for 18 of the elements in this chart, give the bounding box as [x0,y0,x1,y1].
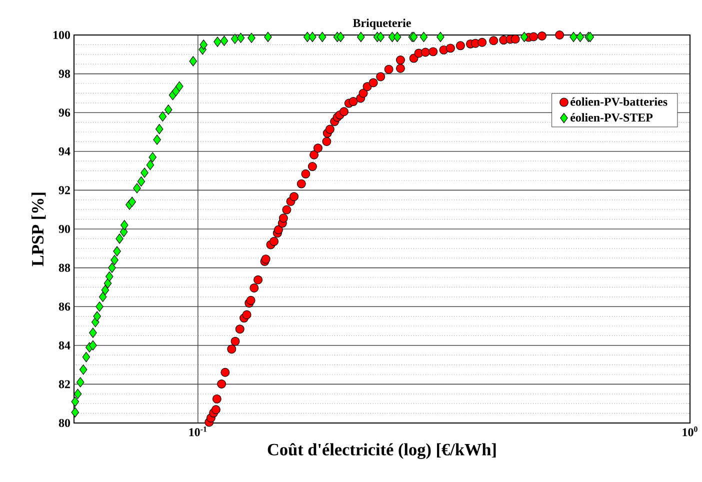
y-tick-label: 88 [58,264,70,272]
y-tick-label: 90 [58,224,70,234]
y-tick-label: 94 [58,147,70,156]
y-tick-label: 92 [58,186,70,194]
legend-label: éolien-PV-STEP [570,113,653,122]
legend-label: éolien-PV-batteries [570,97,668,106]
y-tick-label: 98 [58,70,70,78]
y-axis-title: LPSP [%] [31,192,46,266]
chart-title: Briqueterie [352,18,411,30]
x-axis-title: Coût d'électricité (log) [€/kWh] [268,443,496,460]
x-tick-label: 10$^{-1}$ [189,426,207,436]
y-tick-label: 84 [58,341,70,350]
y-tick-label: 86 [58,302,70,311]
x-tick-label: 10$^{0}$ [682,426,698,436]
y-tick-label: 80 [58,418,70,428]
y-tick-label: 82 [58,380,70,388]
y-tick-label: 96 [58,108,70,117]
y-tick-label: 100 [53,30,70,40]
